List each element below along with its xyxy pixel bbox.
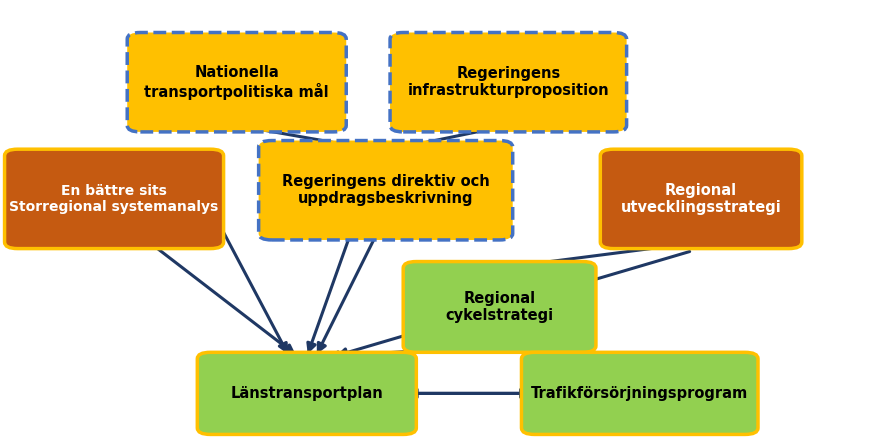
FancyBboxPatch shape bbox=[4, 149, 224, 249]
FancyBboxPatch shape bbox=[390, 33, 627, 132]
Text: Regeringens
infrastrukturproposition: Regeringens infrastrukturproposition bbox=[408, 66, 609, 98]
FancyBboxPatch shape bbox=[601, 149, 802, 249]
Text: Länstransportplan: Länstransportplan bbox=[231, 386, 384, 401]
FancyBboxPatch shape bbox=[403, 262, 596, 352]
Text: Nationella
transportpolitiska mål: Nationella transportpolitiska mål bbox=[145, 65, 329, 100]
Text: Trafikförsörjningsprogram: Trafikförsörjningsprogram bbox=[531, 386, 748, 401]
FancyBboxPatch shape bbox=[521, 352, 758, 434]
FancyBboxPatch shape bbox=[198, 352, 417, 434]
Text: Regional
utvecklingsstrategi: Regional utvecklingsstrategi bbox=[620, 183, 781, 215]
Text: Regeringens direktiv och
uppdragsbeskrivning: Regeringens direktiv och uppdragsbeskriv… bbox=[282, 174, 490, 206]
FancyBboxPatch shape bbox=[127, 33, 346, 132]
Text: En bättre sits
Storregional systemanalys: En bättre sits Storregional systemanalys bbox=[10, 184, 219, 214]
FancyBboxPatch shape bbox=[258, 141, 512, 240]
Text: Regional
cykelstrategi: Regional cykelstrategi bbox=[445, 291, 553, 323]
